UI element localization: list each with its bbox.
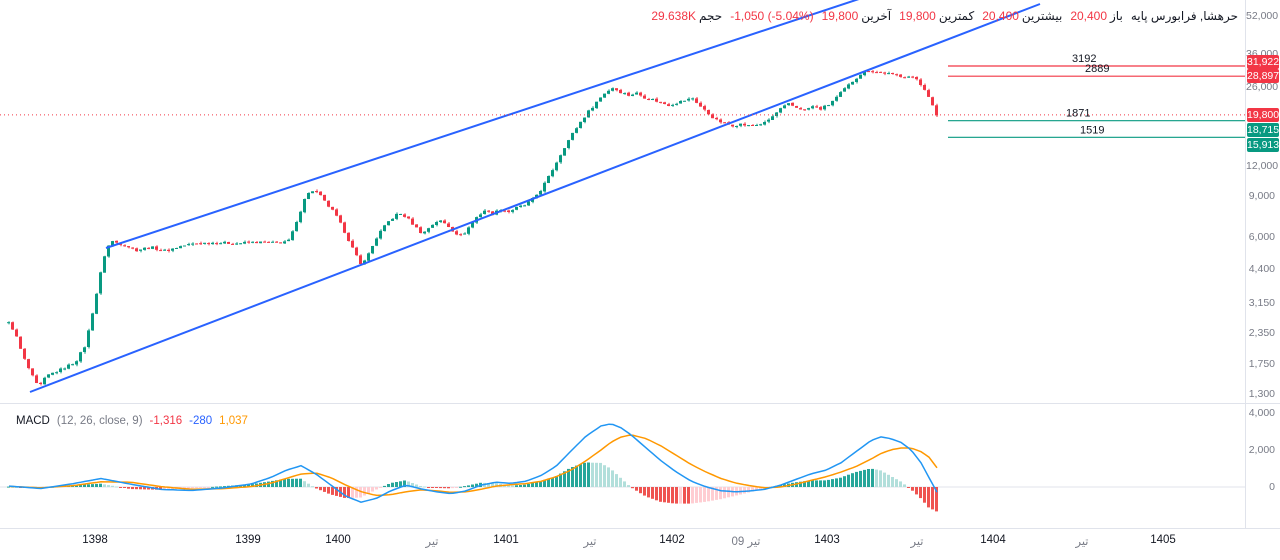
macd-axis-label: 0 — [1269, 481, 1275, 493]
time-axis-label: تیر — [1075, 536, 1089, 548]
volume-label: حجم — [699, 9, 723, 23]
symbol-legend: حرهشا, فرابورس پایه باز 20,400 بیشترین 2… — [651, 9, 1238, 23]
price-axis-label: 9,000 — [1248, 190, 1275, 202]
symbol-name[interactable]: حرهشا, فرابورس پایه — [1130, 9, 1238, 23]
time-axis-label: 1401 — [493, 534, 519, 546]
time-axis[interactable]: 1398 1399 1400 تیر 1401 تیر 1402 09 تیر 1403 تیر 1… — [0, 528, 1280, 560]
macd-params: (12, 26, close, 9) — [56, 415, 143, 427]
last-field: آخرین 19,800 — [822, 9, 892, 23]
low-label: کمترین — [938, 9, 975, 23]
price-axis-label: 52,000 — [1246, 10, 1279, 22]
macd-axis-label: 2,000 — [1248, 444, 1275, 456]
time-axis-label: تیر — [583, 536, 597, 548]
time-axis-label: 09 تیر — [731, 536, 761, 548]
time-axis-label: 1405 — [1150, 534, 1176, 546]
price-tag: 15,913 — [1247, 138, 1280, 152]
price-axis-label: 4,400 — [1248, 263, 1275, 275]
macd-title[interactable]: MACD — [16, 415, 50, 427]
macd-axis-label: 4,000 — [1248, 407, 1275, 419]
open-value: 20,400 — [1070, 9, 1108, 23]
time-axis-label: تیر — [910, 536, 924, 548]
price-tag: 19,800 — [1247, 108, 1280, 122]
price-tag: 31,922 — [1247, 55, 1280, 69]
time-axis-label: 1404 — [980, 534, 1006, 546]
high-field: بیشترین 20,400 — [982, 9, 1062, 23]
macd-pane[interactable] — [0, 423, 1245, 512]
price-axis-label: 1,300 — [1248, 388, 1275, 400]
macd-line — [8, 423, 938, 503]
price-axis[interactable]: 52,000 36,000 26,000 12,000 9,000 6,000 4,400 3… — [1246, 0, 1280, 528]
macd-signal-line — [8, 434, 938, 497]
time-axis-label: 1399 — [235, 534, 261, 546]
macd-signal-value: 1,037 — [219, 415, 248, 427]
level-label-1519: 1519 — [1080, 124, 1104, 136]
price-tag: 18,715 — [1247, 123, 1280, 137]
low-value: 19,800 — [899, 9, 936, 23]
time-axis-label: 1398 — [82, 534, 108, 546]
high-value: 20,400 — [982, 9, 1019, 23]
open-label: باز — [1110, 9, 1123, 23]
volume-field: حجم 29.638K — [651, 9, 722, 23]
price-axis-label: 12,000 — [1246, 160, 1279, 172]
trend-channel-line-0[interactable] — [29, 3, 1041, 393]
time-axis-label: 1402 — [659, 534, 685, 546]
level-label-3192: 3192 — [1072, 53, 1096, 65]
macd-legend: MACD (12, 26, close, 9) -1,316 -280 1,03… — [16, 415, 248, 427]
low-field: کمترین 19,800 — [899, 9, 974, 23]
price-axis-label: 3,150 — [1248, 297, 1275, 309]
macd-hist-value: -1,316 — [149, 415, 183, 427]
time-axis-label: تیر — [425, 536, 439, 548]
macd-line-value: -280 — [189, 415, 213, 427]
level-label-1871: 1871 — [1066, 108, 1090, 120]
time-axis-label: 1400 — [325, 534, 351, 546]
price-axis-label: 6,000 — [1248, 231, 1275, 243]
last-label: آخرین — [861, 9, 892, 23]
level-label-2889: 2889 — [1085, 63, 1109, 75]
last-value: 19,800 — [821, 9, 859, 23]
price-tag: 28,897 — [1247, 69, 1280, 83]
price-axis-label: 26,000 — [1246, 81, 1279, 93]
time-axis-label: 1403 — [814, 534, 840, 546]
trend-channel-line-1[interactable] — [105, 0, 862, 249]
price-axis-label: 1,750 — [1248, 358, 1275, 370]
price-axis-label: 2,350 — [1248, 327, 1275, 339]
high-label: بیشترین — [1021, 9, 1063, 23]
change-value: -1,050 (-5.04%) — [730, 9, 814, 23]
volume-value: 29.638K — [651, 9, 697, 23]
open-field: باز 20,400 — [1070, 9, 1123, 23]
